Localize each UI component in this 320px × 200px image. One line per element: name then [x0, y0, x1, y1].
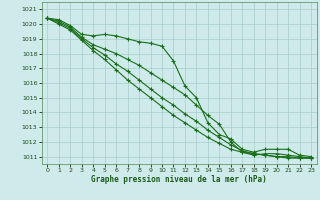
X-axis label: Graphe pression niveau de la mer (hPa): Graphe pression niveau de la mer (hPa)	[91, 175, 267, 184]
